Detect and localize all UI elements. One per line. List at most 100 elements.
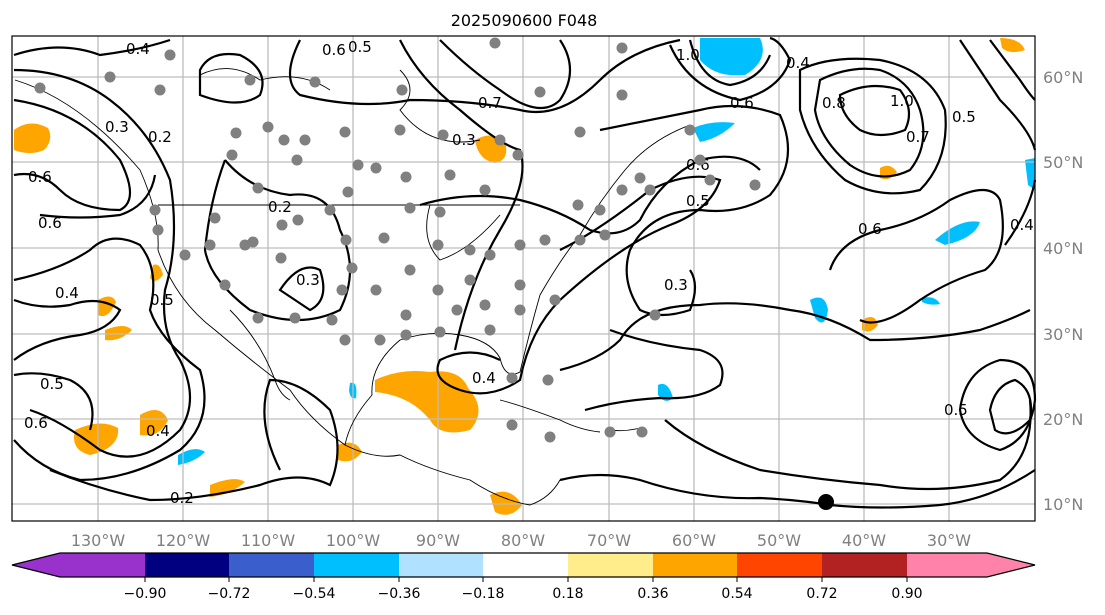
station-dot bbox=[404, 264, 416, 276]
colorbar-segment bbox=[229, 553, 314, 577]
station-dot bbox=[506, 372, 518, 384]
negative-area bbox=[1025, 158, 1035, 190]
station-dot bbox=[437, 129, 449, 141]
station-dot bbox=[252, 182, 264, 194]
positive-area bbox=[338, 442, 362, 462]
colorbar-segment bbox=[399, 553, 483, 577]
positive-area bbox=[14, 123, 51, 153]
colorbar-segment bbox=[568, 553, 653, 577]
station-dot bbox=[494, 134, 506, 146]
colorbar-tick-label: 0.18 bbox=[552, 586, 583, 602]
positive-area bbox=[74, 423, 119, 455]
station-dot bbox=[374, 334, 386, 346]
lon-label: 100°W bbox=[326, 531, 381, 550]
contour-label: 0.2 bbox=[170, 489, 194, 507]
station-dot bbox=[604, 426, 616, 438]
station-dot bbox=[404, 202, 416, 214]
station-markers bbox=[34, 37, 761, 443]
station-dot bbox=[484, 324, 496, 336]
station-dot bbox=[394, 124, 406, 136]
station-dot bbox=[352, 159, 364, 171]
colorbar-segment bbox=[653, 553, 737, 577]
figure-title: 2025090600 F048 bbox=[451, 11, 598, 30]
contour-label: 0.2 bbox=[268, 198, 292, 216]
station-dot bbox=[464, 274, 476, 286]
lon-label: 130°W bbox=[71, 531, 126, 550]
lon-label: 120°W bbox=[156, 531, 211, 550]
contour-label: 0.5 bbox=[348, 38, 372, 56]
contour-label: 0.5 bbox=[40, 375, 64, 393]
station-dot bbox=[616, 42, 628, 54]
lat-label: 40°N bbox=[1043, 239, 1083, 258]
station-dot bbox=[292, 214, 304, 226]
positive-area bbox=[1000, 38, 1025, 53]
colorbar-segment bbox=[737, 553, 822, 577]
station-dot bbox=[400, 329, 412, 341]
station-dot bbox=[396, 84, 408, 96]
station-dot bbox=[616, 184, 628, 196]
contour-label: 0.2 bbox=[148, 128, 172, 146]
station-dot bbox=[209, 212, 221, 224]
station-dot bbox=[152, 224, 164, 236]
station-dot bbox=[252, 312, 264, 324]
station-dot bbox=[149, 204, 161, 216]
contour-label: 0.3 bbox=[296, 271, 320, 289]
station-dot bbox=[479, 299, 491, 311]
station-dot bbox=[484, 249, 496, 261]
station-dot bbox=[34, 82, 46, 94]
station-dot bbox=[451, 304, 463, 316]
colorbar-tick-label: −0.36 bbox=[378, 586, 421, 602]
station-dot bbox=[479, 184, 491, 196]
station-dot bbox=[542, 374, 554, 386]
station-dot bbox=[544, 431, 556, 443]
lon-label: 110°W bbox=[241, 531, 296, 550]
station-dot bbox=[339, 334, 351, 346]
station-dot bbox=[278, 134, 290, 146]
contour-label: 0.6 bbox=[38, 214, 62, 232]
station-dot bbox=[539, 234, 551, 246]
station-dot bbox=[400, 309, 412, 321]
station-dot bbox=[574, 126, 586, 138]
station-dot bbox=[342, 186, 354, 198]
station-dot bbox=[104, 71, 116, 83]
station-dot bbox=[694, 154, 706, 166]
station-dot bbox=[616, 89, 628, 101]
station-dot bbox=[534, 86, 546, 98]
lat-label: 10°N bbox=[1043, 495, 1083, 514]
lon-label: 90°W bbox=[416, 531, 460, 550]
colorbar-extend-min bbox=[12, 553, 145, 577]
station-dot bbox=[370, 162, 382, 174]
contour-label: 0.4 bbox=[146, 422, 170, 440]
station-dot bbox=[549, 294, 561, 306]
positive-area bbox=[210, 479, 245, 497]
station-dot bbox=[434, 326, 446, 338]
negative-area bbox=[922, 297, 940, 305]
contour-label: 0.7 bbox=[906, 128, 930, 146]
colorbar-segment bbox=[314, 553, 399, 577]
colorbar-segment bbox=[822, 553, 907, 577]
station-dot bbox=[636, 426, 648, 438]
contour-label: 0.6 bbox=[322, 41, 346, 59]
contour-label: 0.4 bbox=[1010, 216, 1034, 234]
contour-label: 0.3 bbox=[664, 276, 688, 294]
contour-label: 0.4 bbox=[55, 284, 79, 302]
negative-area bbox=[935, 221, 980, 245]
station-dot bbox=[244, 74, 256, 86]
colorbar: −0.90 −0.72 −0.54 −0.36 −0.18 0.18 0.36 0.54 0.7… bbox=[11, 552, 1036, 602]
station-dot bbox=[326, 314, 338, 326]
station-dot bbox=[506, 419, 518, 431]
station-dot bbox=[599, 229, 611, 241]
station-dot bbox=[489, 37, 501, 49]
contour-label: 0.5 bbox=[952, 108, 976, 126]
station-dot bbox=[164, 49, 176, 61]
positive-area bbox=[862, 316, 878, 332]
station-dot bbox=[704, 174, 716, 186]
station-dot bbox=[219, 279, 231, 291]
station-dot bbox=[309, 76, 321, 88]
lon-label: 30°W bbox=[927, 531, 971, 550]
colorbar-tick-label: −0.18 bbox=[462, 586, 505, 602]
station-dot bbox=[634, 172, 646, 184]
contour-label: 0.6 bbox=[858, 220, 882, 238]
map-panel: 0.4 0.6 0.5 0.3 0.2 0.6 0.6 0.2 0.3 0.4 … bbox=[11, 35, 1037, 522]
